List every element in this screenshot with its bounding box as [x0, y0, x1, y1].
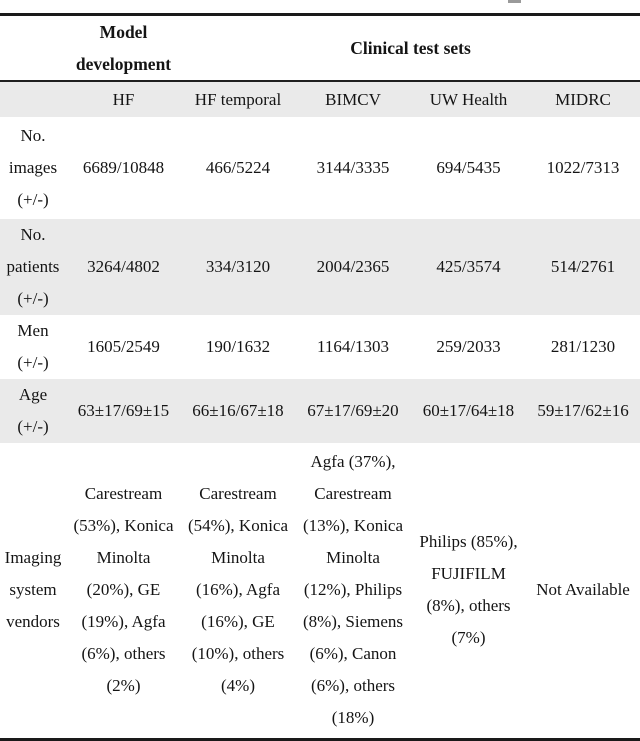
col-header-hf-temporal: HF temporal: [181, 81, 295, 117]
table-row-men: Men (+/-) 1605/2549 190/1632 1164/1303 2…: [0, 315, 640, 379]
col-header-bimcv: BIMCV: [295, 81, 411, 117]
cell-patients-midrc: 514/2761: [526, 219, 640, 315]
cell-men-bimcv: 1164/1303: [316, 337, 390, 356]
model-development-header: Model development: [75, 22, 172, 74]
table-row-no-patients: No. patients (+/-) 3264/4802 334/3120 20…: [0, 219, 640, 315]
table-column-header-row: HF HF temporal BIMCV UW Health MIDRC: [0, 81, 640, 117]
cell-images-midrc: 1022/7313: [546, 158, 620, 177]
row-label-men: Men (+/-): [17, 321, 49, 372]
cell-age-hf: 63±17/69±15: [66, 379, 181, 443]
cell-men-hf: 1605/2549: [87, 337, 160, 356]
table-group-header-row: Model development Clinical test sets: [0, 15, 640, 82]
row-label-no-images: No. images (+/-): [8, 126, 58, 209]
cell-patients-hf-temporal: 334/3120: [181, 219, 295, 315]
cell-age-midrc: 59±17/62±16: [526, 379, 640, 443]
cropped-text-artifact: [508, 0, 521, 3]
cell-age-uw-health: 60±17/64±18: [411, 379, 526, 443]
cell-patients-bimcv: 2004/2365: [295, 219, 411, 315]
table-row-imaging-vendors: Imaging system vendors Carestream (53%),…: [0, 443, 640, 739]
cell-men-uw-health: 259/2033: [436, 337, 501, 356]
cell-men-hf-temporal: 190/1632: [205, 337, 271, 356]
table-row-no-images: No. images (+/-) 6689/10848 466/5224 314…: [0, 117, 640, 219]
cell-vendors-uw-health: Philips (85%), FUJIFILM (8%), others (7%…: [419, 532, 518, 648]
row-label-age: Age (+/-): [0, 379, 66, 443]
col-header-hf: HF: [66, 81, 181, 117]
row-label-imaging-vendors: Imaging system vendors: [4, 548, 62, 632]
cell-patients-hf: 3264/4802: [66, 219, 181, 315]
col-header-midrc: MIDRC: [526, 81, 640, 117]
clinical-test-sets-header: Clinical test sets: [350, 38, 471, 58]
cell-vendors-hf: Carestream (53%), Konica Minolta (20%), …: [73, 484, 174, 696]
cell-men-midrc: 281/1230: [550, 337, 616, 356]
col-header-uw-health: UW Health: [411, 81, 526, 117]
cell-images-bimcv: 3144/3335: [316, 158, 390, 177]
cell-age-bimcv: 67±17/69±20: [295, 379, 411, 443]
empty-label-cell: [0, 81, 66, 117]
row-label-no-patients: No. patients (+/-): [0, 219, 66, 315]
table-row-age: Age (+/-) 63±17/69±15 66±16/67±18 67±17/…: [0, 379, 640, 443]
cell-images-hf: 6689/10848: [82, 158, 165, 177]
cell-images-uw-health: 694/5435: [436, 158, 501, 177]
empty-corner-cell: [0, 15, 66, 82]
cell-vendors-bimcv: Agfa (37%), Carestream (13%), Konica Min…: [302, 452, 404, 728]
cell-images-hf-temporal: 466/5224: [205, 158, 271, 177]
cell-patients-uw-health: 425/3574: [411, 219, 526, 315]
cell-age-hf-temporal: 66±16/67±18: [181, 379, 295, 443]
cell-vendors-midrc: Not Available: [536, 580, 630, 600]
cell-vendors-hf-temporal: Carestream (54%), Konica Minolta (16%), …: [187, 484, 289, 696]
cohort-characteristics-table: Model development Clinical test sets HF …: [0, 13, 640, 741]
